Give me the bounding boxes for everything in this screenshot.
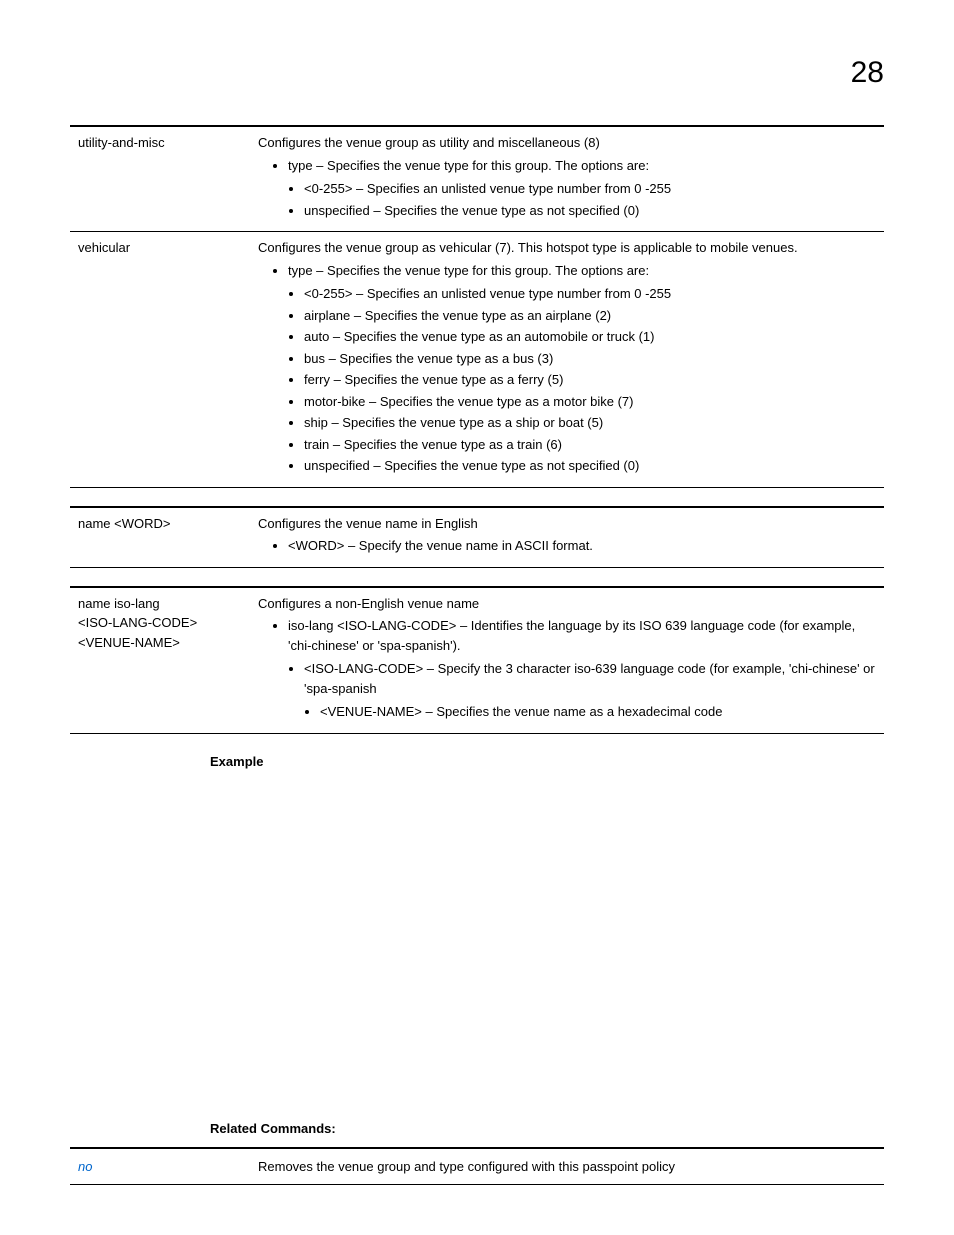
list-item: iso-lang <ISO-LANG-CODE> – Identifies th… <box>288 615 876 656</box>
related-command-desc: Removes the venue group and type configu… <box>250 1148 884 1185</box>
list-item: type – Specifies the venue type for this… <box>288 155 876 177</box>
definition-table-3: name iso-lang <ISO-LANG-CODE> <VENUE-NAM… <box>70 586 884 734</box>
page-number: 28 <box>70 50 884 95</box>
list-item: bus – Specifies the venue type as a bus … <box>304 348 876 370</box>
definition-table-1: utility-and-misc Configures the venue gr… <box>70 125 884 488</box>
related-commands-table: no Removes the venue group and type conf… <box>70 1147 884 1186</box>
term-utility-and-misc: utility-and-misc <box>70 126 250 232</box>
lead-text: Configures a non-English venue name <box>258 594 876 614</box>
desc-name-word: Configures the venue name in English <WO… <box>250 507 884 568</box>
list-item: <0-255> – Specifies an unlisted venue ty… <box>304 178 876 200</box>
list-item: motor-bike – Specifies the venue type as… <box>304 391 876 413</box>
list-item: unspecified – Specifies the venue type a… <box>304 200 876 222</box>
example-body-spacer <box>70 779 884 1109</box>
lead-text: Configures the venue name in English <box>258 514 876 534</box>
term-vehicular: vehicular <box>70 232 250 488</box>
list-item: airplane – Specifies the venue type as a… <box>304 305 876 327</box>
desc-name-iso-lang: Configures a non-English venue name iso-… <box>250 587 884 734</box>
term-line: name iso-lang <box>78 594 242 614</box>
list-item: auto – Specifies the venue type as an au… <box>304 326 876 348</box>
list-item: train – Specifies the venue type as a tr… <box>304 434 876 456</box>
list-item: unspecified – Specifies the venue type a… <box>304 455 876 477</box>
list-item: ship – Specifies the venue type as a shi… <box>304 412 876 434</box>
list-item: <ISO-LANG-CODE> – Specify the 3 characte… <box>304 658 876 699</box>
list-item: ferry – Specifies the venue type as a fe… <box>304 369 876 391</box>
list-item: <VENUE-NAME> – Specifies the venue name … <box>320 701 876 723</box>
term-name-iso-lang: name iso-lang <ISO-LANG-CODE> <VENUE-NAM… <box>70 587 250 734</box>
desc-utility-and-misc: Configures the venue group as utility an… <box>250 126 884 232</box>
list-item: <WORD> – Specify the venue name in ASCII… <box>288 535 876 557</box>
list-item: <0-255> – Specifies an unlisted venue ty… <box>304 283 876 305</box>
related-commands-heading: Related Commands: <box>210 1119 884 1139</box>
term-line: <VENUE-NAME> <box>78 633 242 653</box>
term-name-word: name <WORD> <box>70 507 250 568</box>
list-item: type – Specifies the venue type for this… <box>288 260 876 282</box>
term-line: <ISO-LANG-CODE> <box>78 613 242 633</box>
definition-table-2: name <WORD> Configures the venue name in… <box>70 506 884 568</box>
lead-text: Configures the venue group as utility an… <box>258 133 876 153</box>
example-heading: Example <box>210 752 884 772</box>
related-command-link[interactable]: no <box>70 1148 250 1185</box>
desc-vehicular: Configures the venue group as vehicular … <box>250 232 884 488</box>
lead-text: Configures the venue group as vehicular … <box>258 238 876 258</box>
